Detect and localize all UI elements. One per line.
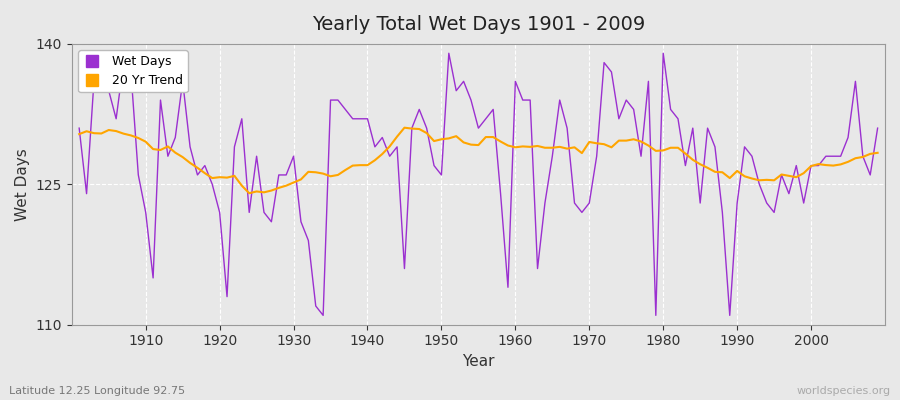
- Wet Days: [518, 98, 528, 102]
- Wet Days: [347, 116, 358, 121]
- 20 Yr Trend: [303, 170, 314, 174]
- Y-axis label: Wet Days: Wet Days: [15, 148, 30, 221]
- Wet Days: [133, 172, 144, 177]
- 20 Yr Trend: [244, 191, 255, 196]
- 20 Yr Trend: [347, 163, 358, 168]
- Text: worldspecies.org: worldspecies.org: [796, 386, 891, 396]
- X-axis label: Year: Year: [462, 354, 495, 369]
- 20 Yr Trend: [74, 132, 85, 136]
- Wet Days: [614, 116, 625, 121]
- 20 Yr Trend: [525, 144, 535, 149]
- 20 Yr Trend: [399, 125, 410, 130]
- Line: 20 Yr Trend: 20 Yr Trend: [79, 128, 878, 193]
- 20 Yr Trend: [614, 138, 625, 143]
- Wet Days: [318, 313, 328, 318]
- Wet Days: [295, 219, 306, 224]
- Text: Latitude 12.25 Longitude 92.75: Latitude 12.25 Longitude 92.75: [9, 386, 185, 396]
- 20 Yr Trend: [518, 144, 528, 149]
- Legend: Wet Days, 20 Yr Trend: Wet Days, 20 Yr Trend: [78, 50, 188, 92]
- 20 Yr Trend: [872, 150, 883, 155]
- Wet Days: [872, 126, 883, 130]
- Line: Wet Days: Wet Days: [79, 53, 878, 315]
- Wet Days: [525, 98, 535, 102]
- Wet Days: [444, 51, 454, 56]
- 20 Yr Trend: [133, 136, 144, 140]
- Title: Yearly Total Wet Days 1901 - 2009: Yearly Total Wet Days 1901 - 2009: [311, 15, 645, 34]
- Wet Days: [74, 126, 85, 130]
